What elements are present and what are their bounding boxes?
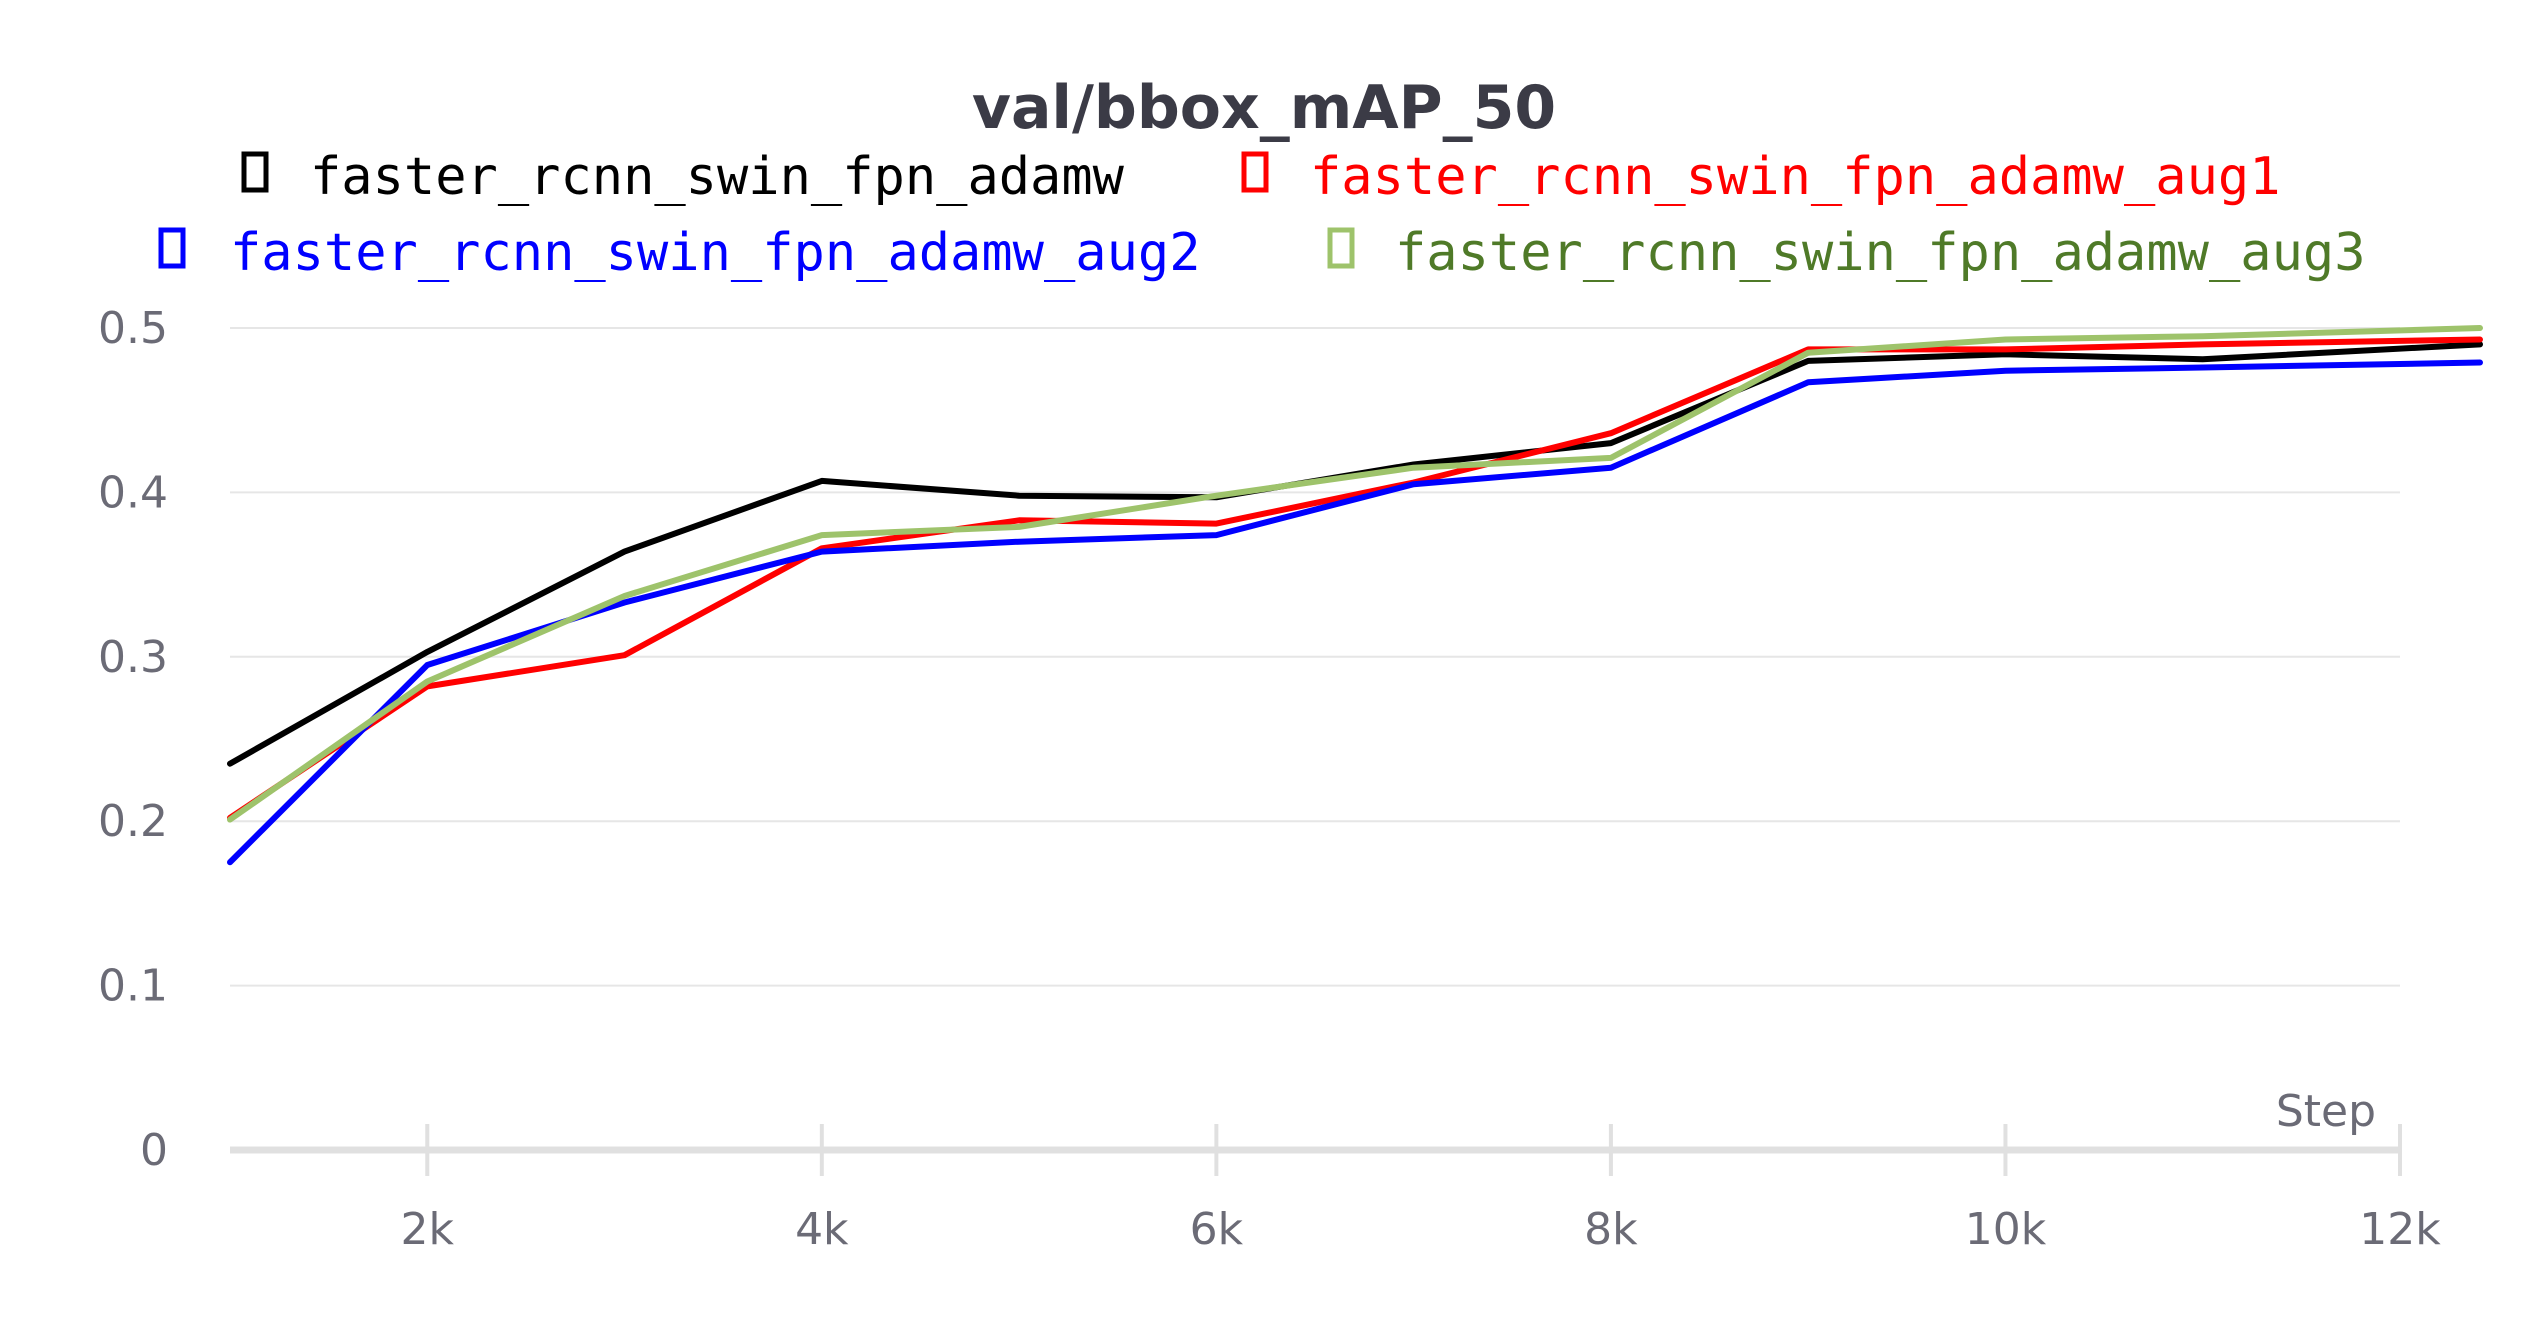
series-line-3 [227, 325, 2483, 823]
x-tick-label: 10k [1965, 1204, 2047, 1255]
x-tick-label: 2k [401, 1204, 455, 1255]
y-tick-label: 0 [140, 1125, 168, 1176]
chart-title: val/bbox_mAP_50 [972, 73, 1556, 143]
legend-swatch [1327, 227, 1355, 269]
y-tick-label: 0.4 [98, 467, 168, 518]
y-tick-label: 0.3 [98, 632, 168, 683]
legend-swatch [241, 151, 269, 193]
legend-label: faster_rcnn_swin_fpn_adamw_aug3 [1395, 223, 2366, 283]
x-tick-label: 6k [1190, 1204, 1244, 1255]
x-tick-label: 8k [1584, 1204, 1638, 1255]
axis-layer: 0 0.1 0.2 0.3 0.4 0.5 2k 4k 6k 8k 10k 12k [98, 303, 2441, 1255]
y-tick-label: 0.5 [98, 303, 168, 354]
y-tick-label: 0.2 [98, 796, 168, 847]
legend-item-3[interactable]: faster_rcnn_swin_fpn_adamw_aug3 [1327, 223, 2366, 283]
y-tick-label: 0.1 [98, 961, 168, 1012]
x-tick-label: 12k [2359, 1204, 2441, 1255]
legend-item-0[interactable]: faster_rcnn_swin_fpn_adamw [241, 147, 1125, 207]
legend-label: faster_rcnn_swin_fpn_adamw [310, 147, 1125, 207]
legend-swatch [1241, 151, 1269, 193]
legend-item-2[interactable]: faster_rcnn_swin_fpn_adamw_aug2 [158, 223, 1201, 283]
series-line-1 [227, 336, 2483, 821]
legend-label: faster_rcnn_swin_fpn_adamw_aug2 [230, 223, 1201, 283]
grid-layer [230, 327, 2400, 987]
legend-item-1[interactable]: faster_rcnn_swin_fpn_adamw_aug1 [1241, 147, 2281, 207]
legend-swatch [158, 227, 186, 269]
series-layer [227, 325, 2483, 866]
series-line-2 [227, 359, 2483, 866]
legend[interactable]: faster_rcnn_swin_fpn_adamw faster_rcnn_sw… [158, 147, 2366, 283]
series-line-0 [227, 341, 2483, 767]
x-tick-label: 4k [795, 1204, 849, 1255]
legend-label: faster_rcnn_swin_fpn_adamw_aug1 [1310, 147, 2281, 207]
x-axis-title: Step [2276, 1086, 2376, 1137]
